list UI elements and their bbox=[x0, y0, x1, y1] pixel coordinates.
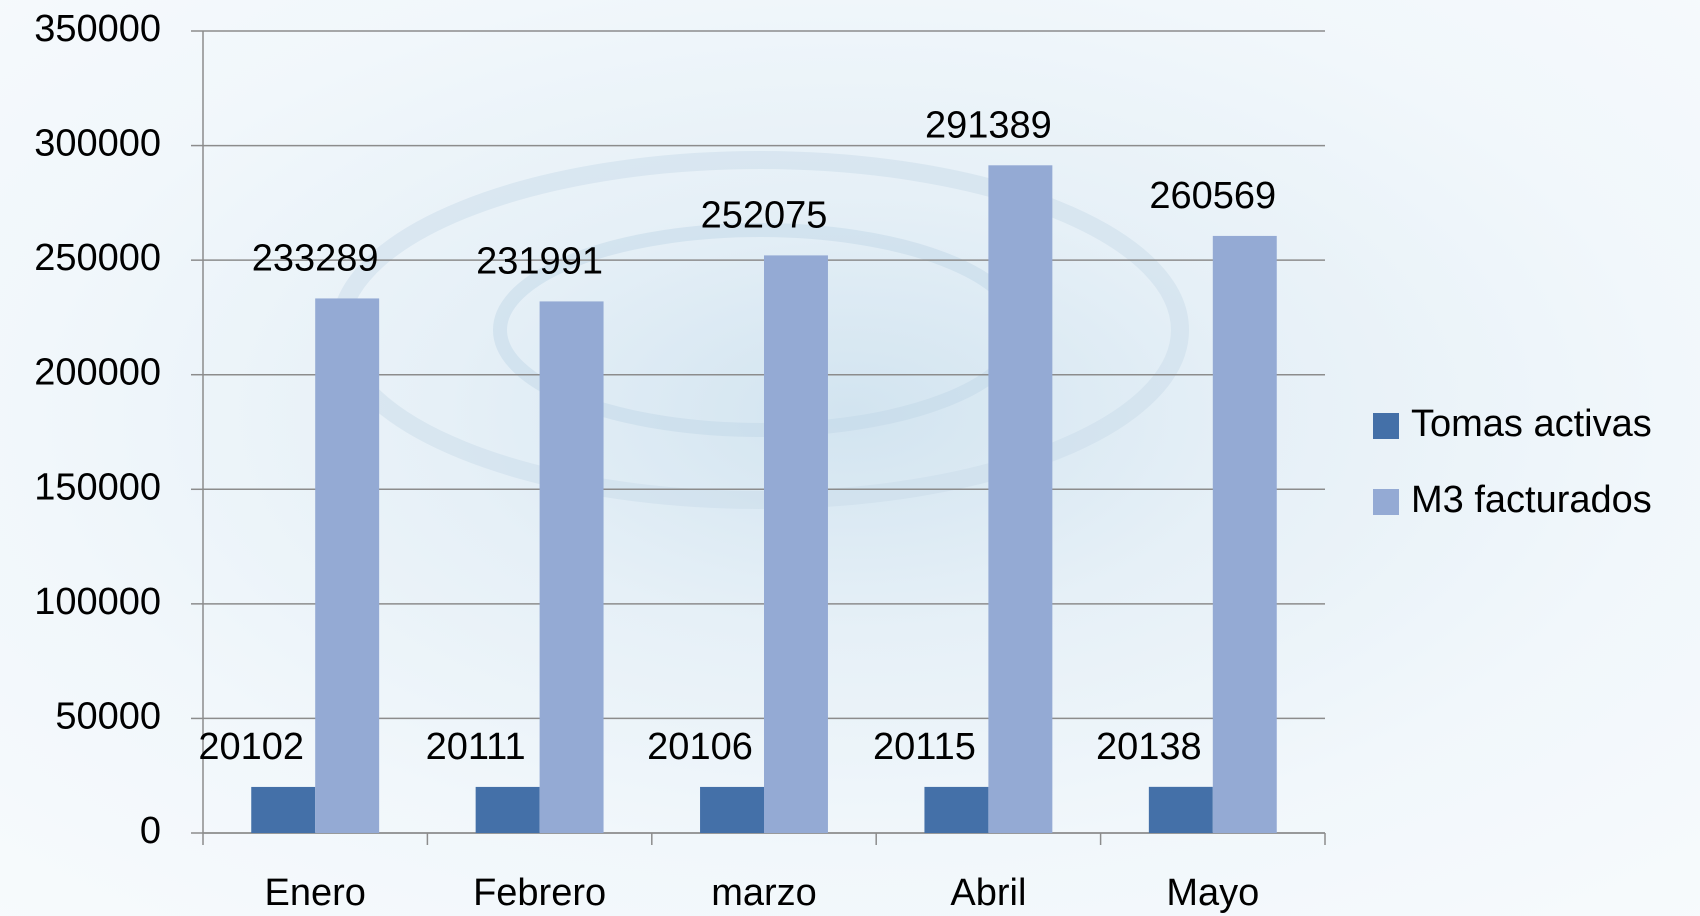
y-tick-label: 50000 bbox=[55, 695, 161, 737]
y-tick-label: 300000 bbox=[34, 123, 161, 165]
bar bbox=[476, 787, 540, 833]
legend-swatch bbox=[1373, 489, 1399, 515]
background bbox=[0, 0, 1700, 916]
y-tick-label: 100000 bbox=[34, 581, 161, 623]
bar bbox=[315, 298, 379, 833]
bar bbox=[1149, 787, 1213, 833]
y-tick-label: 350000 bbox=[34, 8, 161, 50]
data-label: 231991 bbox=[476, 240, 603, 282]
data-label: 20102 bbox=[198, 726, 304, 768]
data-label: 20138 bbox=[1096, 726, 1202, 768]
data-label: 291389 bbox=[925, 104, 1052, 146]
bar bbox=[924, 787, 988, 833]
bar bbox=[540, 301, 604, 833]
y-tick-label: 250000 bbox=[34, 237, 161, 279]
data-label: 252075 bbox=[701, 194, 828, 236]
bar bbox=[988, 165, 1052, 833]
data-label: 20106 bbox=[647, 726, 753, 768]
chart: 0 50000 100000 150000 200000 250000 300000 3500… bbox=[0, 0, 1700, 916]
data-label: 233289 bbox=[252, 237, 379, 279]
data-label: 20111 bbox=[426, 726, 526, 768]
data-label: 260569 bbox=[1149, 175, 1276, 217]
legend-swatch bbox=[1373, 413, 1399, 439]
bar bbox=[251, 787, 315, 833]
x-tick-label: Enero bbox=[264, 872, 365, 914]
x-tick-label: marzo bbox=[711, 872, 817, 914]
bar bbox=[764, 255, 828, 833]
y-tick-label: 200000 bbox=[34, 352, 161, 394]
legend-label: M3 facturados bbox=[1411, 479, 1652, 521]
x-tick-label: Febrero bbox=[473, 872, 606, 914]
x-tick-label: Mayo bbox=[1166, 872, 1259, 914]
bar bbox=[700, 787, 764, 833]
bar bbox=[1213, 236, 1277, 833]
y-tick-label: 150000 bbox=[34, 466, 161, 508]
data-label: 20115 bbox=[873, 726, 976, 768]
legend-label: Tomas activas bbox=[1411, 403, 1652, 445]
x-tick-label: Abril bbox=[950, 872, 1026, 914]
y-tick-label: 0 bbox=[140, 810, 161, 852]
